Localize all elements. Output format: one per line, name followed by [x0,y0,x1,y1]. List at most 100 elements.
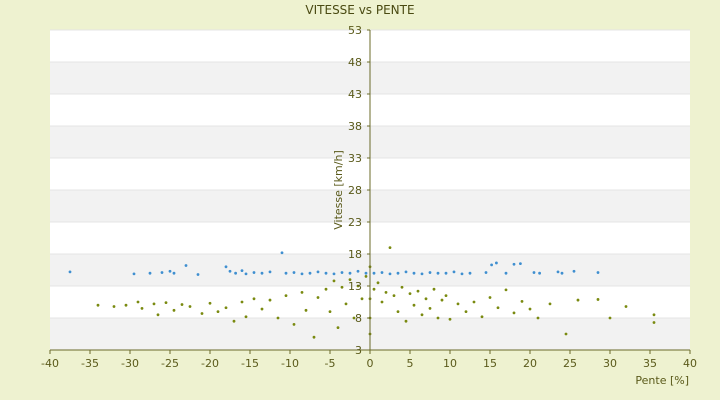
point-green [240,300,244,304]
point-blue [244,272,248,276]
y-tick-label: 18 [348,248,362,261]
point-blue [596,271,600,274]
y-tick-label: 33 [348,152,362,165]
point-blue [228,269,232,273]
point-green [284,294,288,297]
point-green [340,285,344,289]
point-blue [196,273,200,276]
point-green [384,291,388,294]
point-blue [572,269,576,273]
point-blue [512,262,516,266]
point-green [180,303,184,306]
point-blue [556,270,560,274]
y-tick-label: 13 [348,280,362,293]
point-blue [428,271,432,274]
point-green [548,302,552,306]
point-green [276,316,280,320]
point-blue [364,271,368,275]
chart-title: VITESSE vs PENTE [305,3,415,17]
point-green [520,299,524,303]
point-blue [172,271,176,275]
point-green [208,301,212,305]
point-blue [436,271,440,275]
x-tick-label: 20 [523,357,537,370]
point-green [576,298,580,302]
point-blue [280,251,284,255]
y-tick-label: 3 [355,344,362,357]
point-green [380,300,384,304]
x-tick-label: -10 [281,357,299,370]
point-green [200,312,204,315]
point-blue [234,271,238,275]
x-tick-label: -25 [161,357,179,370]
x-tick-label: 0 [367,357,374,370]
x-tick-label: -5 [325,357,336,370]
tick-labels: -40 -35 -30 -25 -20 -15 -10 -5 0 5 10 15 20 25 30 35 40 3… [41,24,697,370]
point-blue [300,272,304,276]
point-green [528,307,532,311]
point-blue [452,270,456,274]
point-blue [380,271,384,274]
point-blue [468,271,472,275]
point-green [172,308,176,312]
point-green [112,305,116,308]
point-green [424,297,428,301]
y-tick-label: 8 [355,312,362,325]
point-green [352,316,356,320]
point-green [376,281,380,285]
point-blue [284,271,288,275]
point-green [404,319,408,323]
point-blue [68,270,72,274]
point-blue [260,271,264,275]
point-green [360,297,364,301]
point-blue [460,272,464,276]
point-green [408,292,412,296]
x-axis-label: Pente [%] [635,374,689,387]
point-green [624,305,628,308]
point-green [536,316,540,320]
point-green [416,289,420,293]
x-tick-label: 15 [483,357,497,370]
point-blue [240,269,244,273]
point-green [152,302,156,306]
x-tick-label: -35 [81,357,99,370]
point-blue [560,271,564,275]
point-blue [324,271,328,275]
point-green [292,323,296,326]
point-blue [388,272,392,276]
point-green [232,319,236,323]
point-blue [184,264,188,267]
point-green [652,321,656,324]
point-green [304,308,308,312]
x-tick-label: -20 [201,357,219,370]
point-blue [316,270,320,274]
point-green [420,313,424,317]
point-blue [538,271,541,275]
x-tick-label: 5 [407,357,414,370]
point-blue [404,270,408,274]
point-green [96,303,100,307]
point-blue [348,271,352,275]
point-blue [420,272,424,276]
point-blue [332,272,336,276]
axes [49,29,691,354]
point-green [596,298,600,301]
x-tick-label: 25 [563,357,577,370]
y-tick-label: 43 [348,88,362,101]
point-green [512,311,516,315]
point-green [440,298,444,302]
point-green [448,317,452,321]
point-blue [532,271,536,274]
point-green [396,310,400,313]
point-green [124,303,128,307]
point-blue [292,271,296,274]
point-green [332,279,336,283]
point-green [364,275,368,278]
point-blue [412,271,416,275]
point-green [268,298,272,302]
point-green [464,310,468,313]
point-green [188,305,192,308]
point-green [216,310,220,313]
point-green [564,332,568,336]
